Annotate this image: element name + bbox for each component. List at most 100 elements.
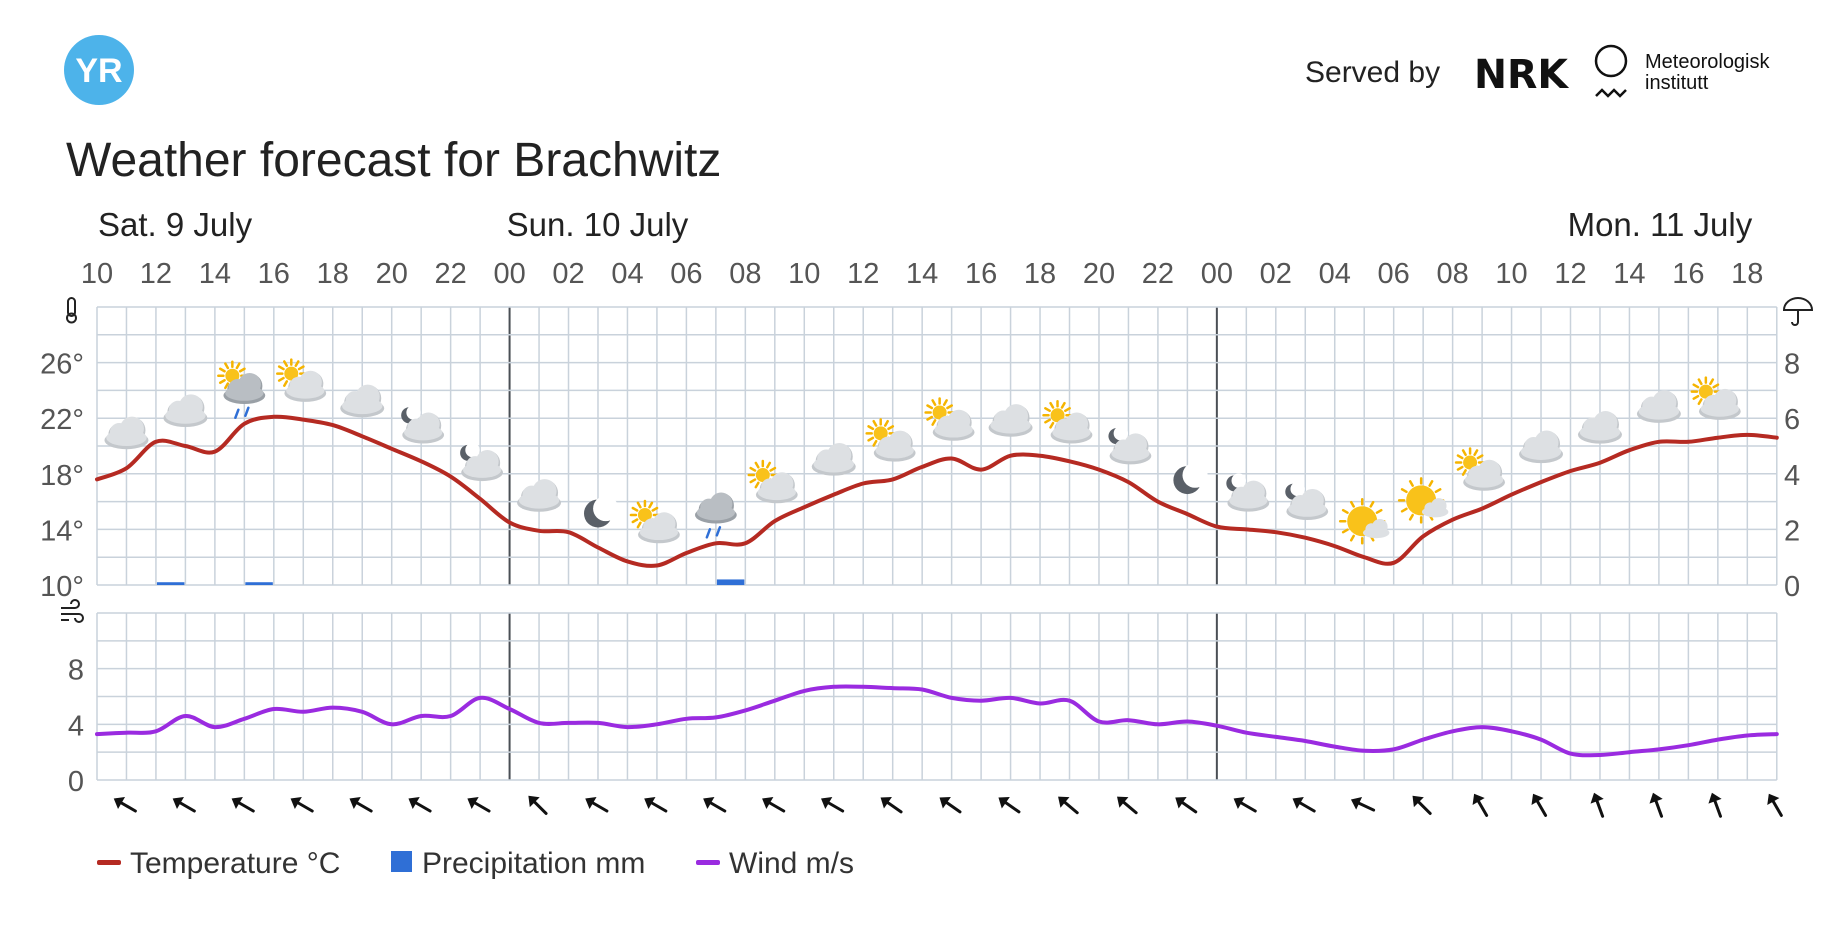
- hour-label: 04: [1319, 258, 1351, 290]
- hour-label: 10: [1495, 258, 1527, 290]
- hour-label: 12: [847, 258, 879, 290]
- legend-swatch: [391, 851, 412, 872]
- hour-label: 20: [376, 258, 408, 290]
- hour-label: 16: [258, 258, 290, 290]
- partly-cloudy-day-icon: [276, 358, 327, 402]
- wind-axis-ticks: 0 4 8: [68, 655, 84, 798]
- hour-label: 18: [317, 258, 349, 290]
- wind-arrow-icon: [998, 796, 1021, 814]
- hour-label: 20: [1083, 258, 1115, 290]
- partly-cloudy-day-icon: [865, 418, 916, 462]
- wind-icon: [61, 599, 84, 623]
- hour-label: 22: [1142, 258, 1174, 290]
- wind-arrow-icon: [1058, 796, 1079, 815]
- temperature-axis-ticks: 10° 14° 18° 22° 26°: [40, 349, 84, 603]
- temperature-tick-label: 10°: [40, 571, 84, 603]
- partly-cloudy-night-icon: [1108, 426, 1152, 465]
- served-by-label: Served by: [1305, 56, 1440, 89]
- temperature-tick-label: 26°: [40, 349, 84, 381]
- cloudy-icon: [340, 384, 385, 418]
- temperature-line: [95, 414, 1779, 568]
- yr-logo-badge: [64, 35, 134, 105]
- partly-cloudy-night-icon: [460, 442, 504, 482]
- partly-cloudy-day-icon: [1690, 376, 1741, 420]
- hour-label: 14: [1613, 258, 1645, 290]
- hour-label: 10: [81, 258, 113, 290]
- temperature-tick-label: 22°: [40, 404, 84, 436]
- legend-item-temperature[interactable]: Temperature °C: [97, 847, 340, 880]
- partly-cloudy-night-icon: [1226, 473, 1270, 512]
- wind-arrow-icon: [1292, 796, 1316, 813]
- met-sun-icon: [1594, 44, 1628, 78]
- wind-arrow-icon: [1649, 792, 1664, 818]
- hour-axis-labels: 10 12 14 16 18 20 22 00 02 04 06 08 10 12 14 16 18 20 22 00…: [81, 258, 1764, 290]
- partly-cloudy-day-icon: [1454, 447, 1505, 491]
- cloudy-icon: [163, 394, 208, 427]
- precipitation-bar: [156, 582, 185, 585]
- precipitation-tick-label: 4: [1784, 460, 1800, 492]
- fair-day-icon: [1338, 497, 1390, 545]
- cloudy-icon: [988, 404, 1033, 437]
- wind-arrow-icon: [939, 796, 962, 814]
- hour-label: 00: [1201, 258, 1233, 290]
- precipitation-tick-label: 2: [1784, 515, 1800, 547]
- day-label: Mon. 11 July: [1568, 206, 1753, 243]
- day-label: Sun. 10 July: [507, 206, 689, 243]
- wind-arrow-icon: [172, 796, 196, 813]
- hour-label: 04: [611, 258, 643, 290]
- met-institute-logo[interactable]: Meteorologisk institutt: [1594, 44, 1771, 98]
- hour-label: 18: [1024, 258, 1056, 290]
- hour-label: 02: [1260, 258, 1292, 290]
- wind-tick-label: 0: [68, 766, 84, 798]
- clear-night-icon: [583, 495, 619, 528]
- legend-swatch: [696, 860, 720, 865]
- wind-arrow-icon: [1472, 793, 1489, 817]
- precipitation-tick-label: 8: [1784, 349, 1800, 381]
- wind-direction-arrows: [113, 792, 1783, 818]
- hour-label: 00: [493, 258, 525, 290]
- wind-arrow-icon: [703, 796, 727, 813]
- wind-arrow-icon: [1590, 792, 1605, 818]
- hour-label: 16: [1672, 258, 1704, 290]
- legend-item-wind[interactable]: Wind m/s: [696, 847, 854, 880]
- wind-tick-label: 4: [68, 710, 84, 742]
- wind-arrow-icon: [231, 796, 255, 813]
- wind-line: [95, 684, 1779, 758]
- nrk-logo[interactable]: NRK: [1474, 52, 1570, 98]
- cloudy-icon: [1519, 430, 1564, 464]
- hour-label: 06: [670, 258, 702, 290]
- met-wave-icon: [1595, 88, 1627, 98]
- legend-item-precipitation[interactable]: Precipitation mm: [391, 847, 645, 880]
- hour-label: 16: [965, 258, 997, 290]
- partly-cloudy-rain-icon: [217, 360, 266, 420]
- wind-arrow-icon: [1412, 795, 1432, 815]
- nrk-logo-text: NRK: [1474, 52, 1570, 98]
- wind-arrow-icon: [290, 796, 314, 813]
- yr-logo[interactable]: YR: [64, 35, 134, 105]
- wind-arrow-icon: [1767, 793, 1783, 817]
- umbrella-icon: [1782, 297, 1814, 326]
- legend-swatch: [97, 860, 121, 865]
- cloudy-icon: [517, 479, 562, 512]
- wind-arrow-icon: [408, 796, 432, 813]
- legend: Temperature °C Precipitation mm Wind m/s: [97, 847, 854, 880]
- partly-cloudy-day-icon: [629, 499, 680, 544]
- precipitation-axis-ticks: 0 2 4 6 8: [1784, 349, 1800, 603]
- hour-label: 22: [435, 258, 467, 290]
- wind-arrow-icon: [762, 796, 786, 813]
- wind-arrow-icon: [1531, 793, 1548, 817]
- hour-label: 14: [906, 258, 938, 290]
- hour-label: 10: [788, 258, 820, 290]
- temperature-tick-label: 14°: [40, 515, 84, 547]
- cloudy-icon: [811, 443, 856, 476]
- wind-arrow-icon: [1175, 796, 1198, 814]
- wind-arrow-icon: [821, 796, 845, 813]
- met-name-line1: Meteorologisk: [1645, 51, 1771, 73]
- wind-arrow-icon: [528, 795, 548, 815]
- precipitation-bar: [245, 582, 273, 585]
- hour-label: 02: [552, 258, 584, 290]
- cloudy-icon: [104, 416, 149, 450]
- precipitation-tick-label: 0: [1784, 571, 1800, 603]
- day-labels: Sat. 9 July Sun. 10 July Mon. 11 July: [98, 206, 1753, 243]
